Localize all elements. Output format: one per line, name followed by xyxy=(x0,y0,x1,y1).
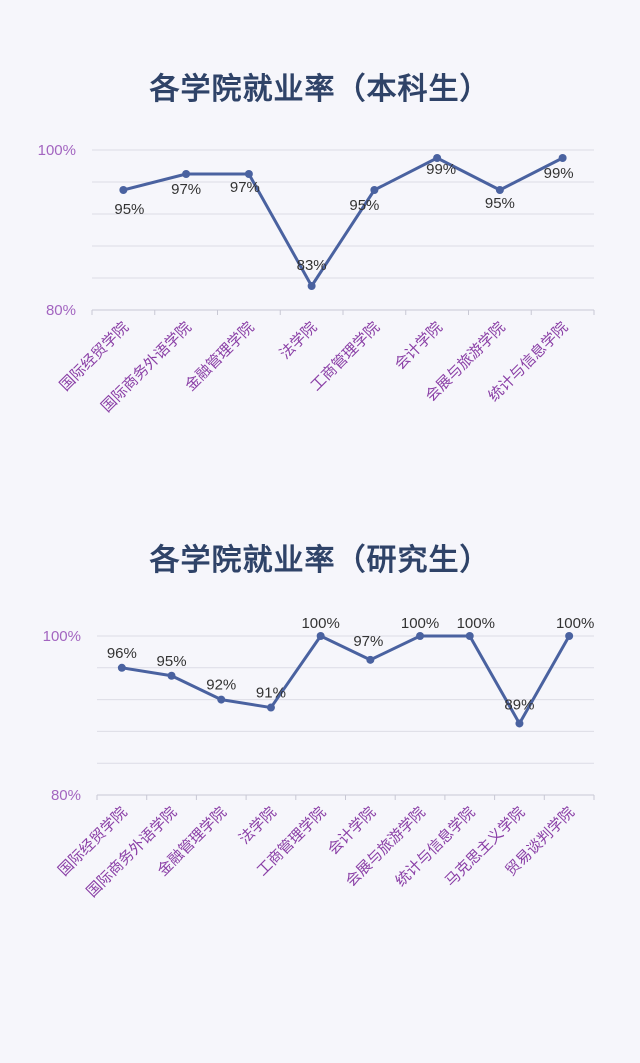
undergrad-chart-title: 各学院就业率（本科生） xyxy=(149,72,491,107)
undergrad-chart-svg: 100%80%95%97% 97%83%95%99%95%99%国际经贸学院国际商… xyxy=(38,142,595,416)
graduate-y-tick-label: 100% xyxy=(43,628,81,645)
graduate-data-point xyxy=(465,632,474,640)
undergrad-series-line xyxy=(123,156,564,288)
graduate-y-tick-label: 80% xyxy=(51,787,81,804)
graduate-data-label: 92% xyxy=(206,677,236,694)
undergrad-data-label: 97% xyxy=(230,179,260,196)
undergrad-data-point xyxy=(370,186,379,194)
graduate-data-point xyxy=(515,719,524,728)
graduate-data-label: 100% xyxy=(401,615,439,632)
graduate-data-point xyxy=(416,632,425,640)
undergrad-y-tick-label: 80% xyxy=(46,302,76,319)
undergrad-data-point xyxy=(119,186,128,194)
undergrad-category-label: 会计学院 xyxy=(391,318,446,373)
graduate-data-point xyxy=(167,671,176,680)
graduate-data-point xyxy=(266,703,275,712)
undergrad-category-label: 法学院 xyxy=(276,318,321,363)
graduate-data-label: 100% xyxy=(457,615,495,632)
graduate-data-point xyxy=(217,695,226,704)
graduate-chart-svg: 100% 80% 96% 95% 92% 91% 100% 97% 100% 100% 89% 100… xyxy=(43,615,595,901)
undergrad-data-label: 95% xyxy=(114,201,144,218)
undergrad-gridlines xyxy=(92,149,594,279)
undergrad-data-label: 83% xyxy=(297,257,327,274)
graduate-data-label: 89% xyxy=(504,696,534,713)
graduate-data-label: 96% xyxy=(107,645,137,662)
graduate-series-line xyxy=(121,634,571,725)
undergrad-data-label: 95% xyxy=(349,197,379,214)
undergrad-data-point xyxy=(182,170,191,178)
graduate-chart-title: 各学院就业率（研究生） xyxy=(149,543,491,578)
undergrad-y-tick-label: 100% xyxy=(38,142,76,159)
graduate-category-label: 国际商务外语学院 xyxy=(83,803,181,901)
graduate-category-label: 法学院 xyxy=(235,803,280,848)
undergrad-data-label: 95% xyxy=(485,195,515,212)
undergrad-data-label: 99% xyxy=(544,165,574,182)
undergrad-data-point xyxy=(433,154,442,162)
graduate-data-label: 97% xyxy=(353,633,383,650)
undergrad-data-point xyxy=(244,170,253,178)
undergrad-data-point xyxy=(495,186,504,194)
graduate-data-label: 100% xyxy=(556,615,594,632)
graduate-data-label: 91% xyxy=(256,685,286,702)
graduate-data-point xyxy=(117,663,126,672)
graduate-data-label: 100% xyxy=(301,615,339,632)
graduate-data-point xyxy=(565,632,574,640)
undergrad-data-point xyxy=(307,282,316,290)
undergrad-data-point xyxy=(558,154,567,162)
graduate-data-label: 95% xyxy=(157,653,187,670)
graduate-data-point xyxy=(316,632,325,640)
graduate-data-point xyxy=(366,655,375,664)
undergrad-data-label: 97% xyxy=(171,181,201,198)
undergrad-data-label: 99% xyxy=(426,161,456,178)
graduate-gridlines xyxy=(97,635,594,764)
